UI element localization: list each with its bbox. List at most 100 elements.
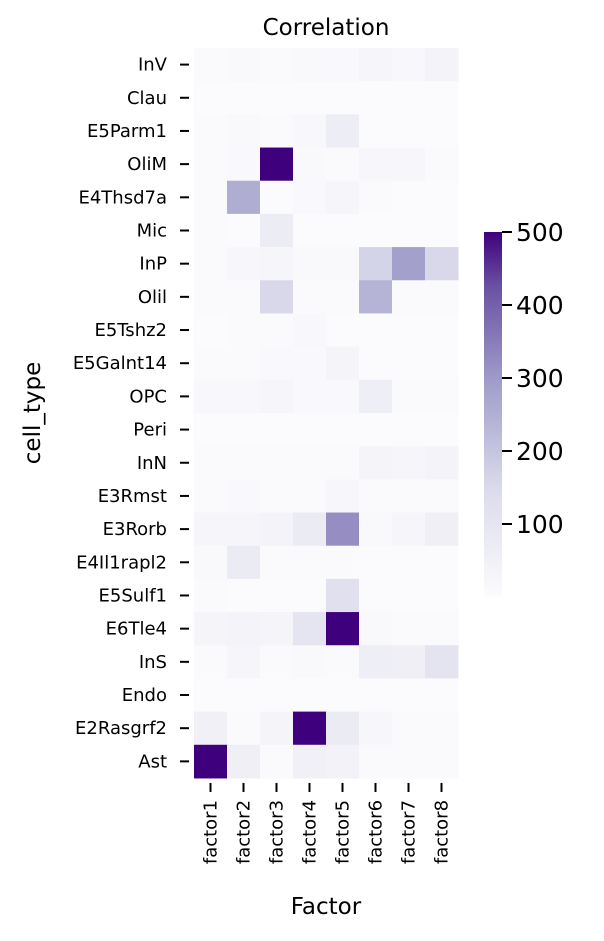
colorbar-tick-label: 200 <box>516 437 564 466</box>
heatmap-cell-E3Rorb-factor2 <box>227 512 261 547</box>
heatmap-cell-E5Parm1-factor4 <box>293 114 327 149</box>
heatmap-cell-E3Rmst-factor4 <box>293 479 327 514</box>
heatmap-cell-Peri-factor1 <box>194 412 228 447</box>
heatmap-cell-Olil-factor2 <box>227 280 261 314</box>
heatmap-cell-Endo-factor2 <box>227 678 261 713</box>
heatmap-cell-Clau-factor6 <box>359 81 393 115</box>
heatmap-cell-InP-factor7 <box>392 247 426 281</box>
heatmap-cell-E3Rmst-factor1 <box>194 479 228 514</box>
heatmap-cell-E5Parm1-factor1 <box>194 114 228 149</box>
heatmap-cell-E5Sulf1-factor6 <box>359 578 393 613</box>
heatmap-cell-InP-factor4 <box>293 247 327 281</box>
heatmap-cell-E4Il1rapl2-factor2 <box>227 545 261 580</box>
heatmap-cell-E6Tle4-factor5 <box>326 612 360 646</box>
heatmap-cell-Ast-factor1 <box>194 744 228 779</box>
heatmap-cell-Endo-factor4 <box>293 678 327 713</box>
heatmap-cell-Endo-factor5 <box>326 678 360 713</box>
heatmap-cell-InV-factor7 <box>392 48 426 82</box>
heatmap-cell-E5Sulf1-factor8 <box>425 578 459 613</box>
heatmap-cell-E5Parm1-factor5 <box>326 114 360 149</box>
heatmap-cell-InP-factor1 <box>194 247 228 281</box>
heatmap-cell-E3Rmst-factor3 <box>260 479 294 514</box>
y-tick-label: InP <box>139 254 167 275</box>
y-tick-label: E2Rasgrf2 <box>75 718 167 739</box>
heatmap-cell-E2Rasgrf2-factor5 <box>326 711 360 746</box>
heatmap-cell-InS-factor4 <box>293 645 327 679</box>
heatmap-cell-Clau-factor2 <box>227 81 261 115</box>
heatmap-cell-InN-factor6 <box>359 446 393 480</box>
y-tick-label: E6Tle4 <box>106 619 167 640</box>
x-tick-label: factor4 <box>300 800 321 864</box>
heatmap-cell-E2Rasgrf2-factor7 <box>392 711 426 746</box>
heatmap-cell-E5Tshz2-factor4 <box>293 313 327 348</box>
x-axis-label: Factor <box>291 894 362 920</box>
heatmap-cell-E5Parm1-factor3 <box>260 114 294 149</box>
y-tick-label: E4Thsd7a <box>78 187 167 208</box>
y-tick-label: Ast <box>138 751 167 772</box>
y-tick-label: Clau <box>127 88 167 109</box>
heatmap-cell-E5Tshz2-factor6 <box>359 313 393 348</box>
heatmap-cell-Peri-factor2 <box>227 412 261 447</box>
heatmap-cell-InP-factor2 <box>227 247 261 281</box>
heatmap-cell-Mic-factor2 <box>227 213 261 248</box>
heatmap-cell-E5Galnt14-factor6 <box>359 346 393 381</box>
heatmap-cell-E3Rorb-factor1 <box>194 512 228 547</box>
y-tick-label: OliM <box>127 154 167 175</box>
heatmap-cell-OliM-factor4 <box>293 147 327 182</box>
heatmap-cell-E5Tshz2-factor1 <box>194 313 228 348</box>
heatmap-cell-InN-factor8 <box>425 446 459 480</box>
heatmap-cell-InS-factor3 <box>260 645 294 679</box>
heatmap-cell-Ast-factor4 <box>293 744 327 779</box>
heatmap-cell-E3Rorb-factor6 <box>359 512 393 547</box>
heatmap-cell-Olil-factor1 <box>194 280 228 314</box>
heatmap-cell-E3Rorb-factor8 <box>425 512 459 547</box>
heatmap-cell-Olil-factor7 <box>392 280 426 314</box>
heatmap-cell-InP-factor8 <box>425 247 459 281</box>
chart-title: Correlation <box>263 15 390 41</box>
heatmap-cell-Olil-factor8 <box>425 280 459 314</box>
heatmap-cell-InP-factor3 <box>260 247 294 281</box>
heatmap-cells <box>194 48 459 779</box>
colorbar-tick-label: 300 <box>516 364 564 393</box>
heatmap-cell-E3Rmst-factor7 <box>392 479 426 514</box>
colorbar-tick-label: 500 <box>516 218 564 247</box>
y-tick-label: E5Sulf1 <box>99 585 167 606</box>
heatmap-cell-E4Thsd7a-factor6 <box>359 180 393 215</box>
heatmap-cell-Mic-factor8 <box>425 213 459 248</box>
heatmap-cell-E2Rasgrf2-factor4 <box>293 711 327 746</box>
heatmap-cell-Clau-factor8 <box>425 81 459 115</box>
heatmap-cell-E5Tshz2-factor7 <box>392 313 426 348</box>
heatmap-cell-E3Rmst-factor5 <box>326 479 360 514</box>
heatmap-cell-Ast-factor6 <box>359 744 393 779</box>
heatmap-cell-OliM-factor5 <box>326 147 360 182</box>
heatmap-cell-Mic-factor4 <box>293 213 327 248</box>
heatmap-cell-E3Rorb-factor3 <box>260 512 294 547</box>
heatmap-cell-E5Sulf1-factor2 <box>227 578 261 613</box>
heatmap-cell-E5Galnt14-factor2 <box>227 346 261 381</box>
y-tick-label: InS <box>139 652 167 673</box>
heatmap-cell-Peri-factor5 <box>326 412 360 447</box>
colorbar-tick-label: 400 <box>516 291 564 320</box>
colorbar-ticks: 100 200 300 400 500 <box>502 218 564 539</box>
heatmap-cell-E5Sulf1-factor3 <box>260 578 294 613</box>
heatmap-cell-Olil-factor3 <box>260 280 294 314</box>
heatmap-cell-Ast-factor7 <box>392 744 426 779</box>
heatmap-cell-InN-factor5 <box>326 446 360 480</box>
heatmap-cell-E6Tle4-factor4 <box>293 612 327 646</box>
heatmap-cell-OPC-factor5 <box>326 379 360 414</box>
heatmap-cell-E4Il1rapl2-factor7 <box>392 545 426 580</box>
heatmap-cell-E5Sulf1-factor7 <box>392 578 426 613</box>
heatmap-cell-E4Il1rapl2-factor6 <box>359 545 393 580</box>
heatmap-cell-InS-factor6 <box>359 645 393 679</box>
heatmap-cell-E5Sulf1-factor4 <box>293 578 327 613</box>
heatmap-cell-E5Sulf1-factor5 <box>326 578 360 613</box>
heatmap-cell-E3Rmst-factor8 <box>425 479 459 514</box>
heatmap-cell-E5Parm1-factor6 <box>359 114 393 149</box>
heatmap-cell-E5Parm1-factor8 <box>425 114 459 149</box>
heatmap-cell-OPC-factor2 <box>227 379 261 414</box>
heatmap-cell-Mic-factor6 <box>359 213 393 248</box>
heatmap-cell-InV-factor8 <box>425 48 459 82</box>
heatmap-cell-Clau-factor4 <box>293 81 327 115</box>
